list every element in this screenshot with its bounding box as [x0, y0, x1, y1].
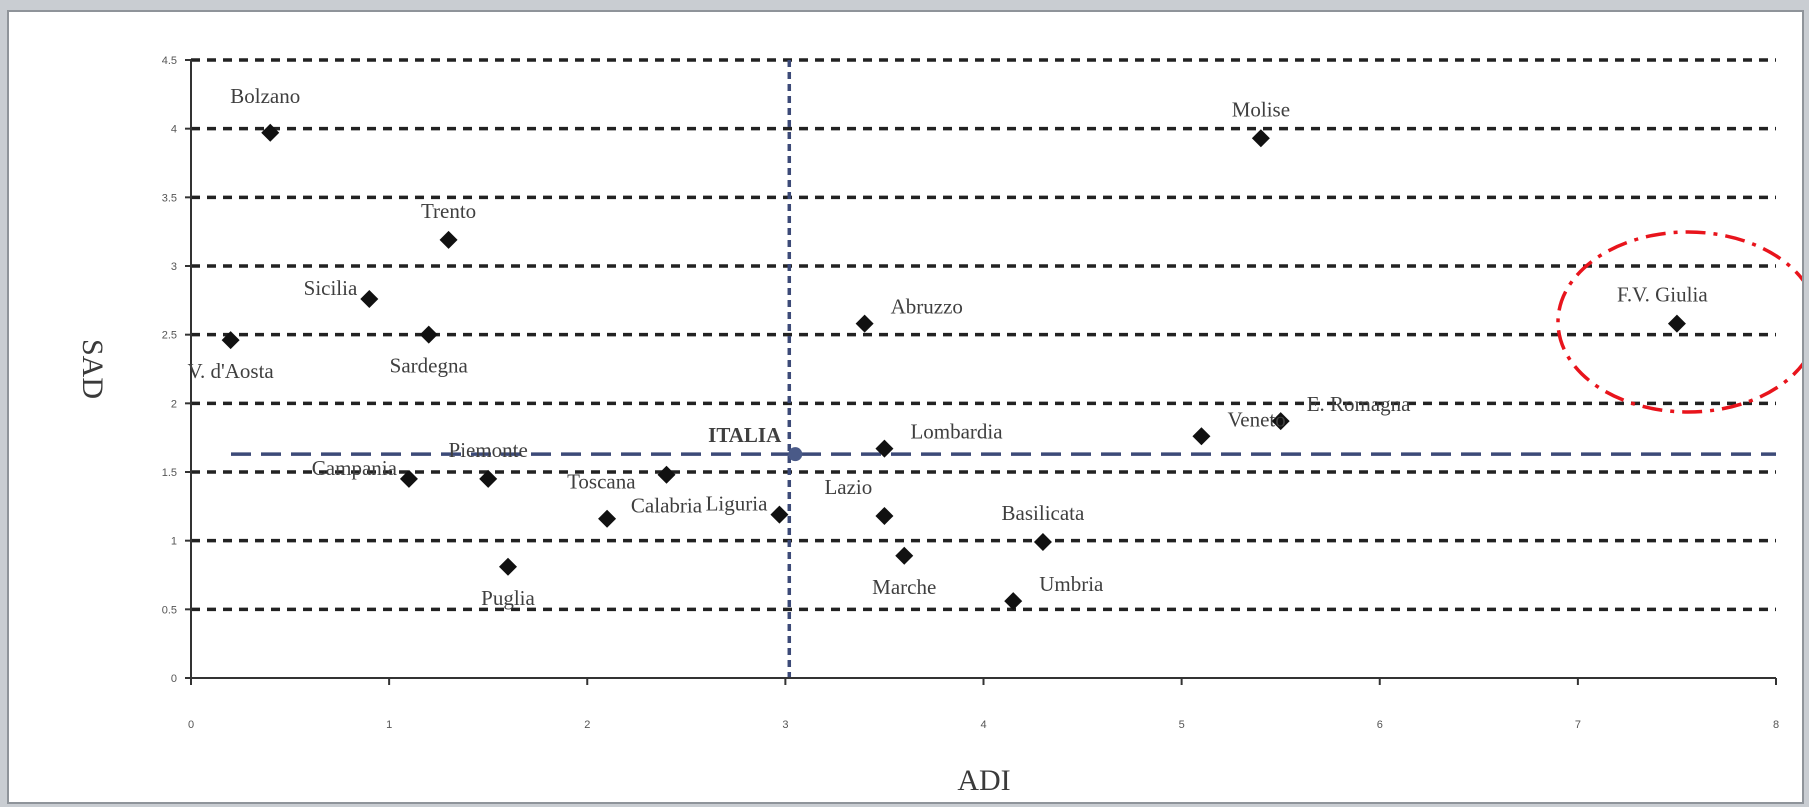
x-tick-label: 4: [980, 719, 986, 731]
point-label: Marche: [872, 575, 936, 599]
italia-label: ITALIA: [708, 423, 782, 447]
x-tick-label: 0: [188, 719, 194, 731]
x-tick-label: 1: [386, 719, 392, 731]
y-tick-label: 1: [171, 536, 177, 548]
data-point: [1004, 592, 1023, 611]
point-label: Campania: [312, 456, 398, 480]
x-tick-label: 8: [1773, 719, 1779, 731]
highlight-circle: [1556, 230, 1802, 414]
y-tick-label: 0.5: [162, 604, 177, 616]
gridlines: [191, 58, 1776, 612]
data-points: [221, 123, 1686, 611]
data-point: [1271, 412, 1290, 431]
data-point: [399, 469, 418, 488]
x-tick-label: 5: [1179, 719, 1185, 731]
point-label: Liguria: [706, 492, 768, 516]
point-label: Abruzzo: [891, 295, 963, 319]
x-axis-label: ADI: [957, 764, 1010, 797]
point-label: Umbria: [1039, 572, 1104, 596]
point-labels: Bolzano Molise Trento Sicilia V. d'Aosta Sard…: [188, 84, 1709, 610]
point-label: Toscana: [567, 470, 636, 494]
point-label: Bolzano: [230, 84, 300, 108]
y-tick-label: 2.5: [162, 330, 177, 342]
x-tick-label: 2: [584, 719, 590, 731]
y-tick-label: 4.5: [162, 55, 177, 67]
x-tick-label: 3: [782, 719, 788, 731]
data-point: [261, 123, 280, 142]
point-label: Trento: [421, 199, 476, 223]
italia-marker: [788, 447, 803, 462]
point-label: Sicilia: [304, 276, 358, 300]
point-label: Sardegna: [390, 354, 469, 378]
italia-reference-lines: ITALIA: [231, 60, 1776, 678]
data-point: [875, 439, 894, 458]
data-point: [598, 509, 617, 528]
point-label: F.V. Giulia: [1617, 283, 1708, 307]
data-point: [1192, 427, 1211, 446]
point-label: Puglia: [481, 586, 535, 610]
y-tick-label: 3: [171, 261, 177, 273]
data-point: [657, 465, 676, 484]
y-tick-label: 2: [171, 398, 177, 410]
point-label: Veneto: [1227, 407, 1285, 431]
y-tick-label: 0: [171, 673, 177, 685]
x-tick-label: 7: [1575, 719, 1581, 731]
point-label: Basilicata: [1002, 501, 1085, 525]
x-tick-label: 6: [1377, 719, 1383, 731]
chart-frame: ITALIA 0 0.5 1 1.5 2 2.5 3 3.5 4 4.5 0 1 2 3 4 5 6 7 8 Bol…: [7, 10, 1804, 804]
scatter-plot: ITALIA 0 0.5 1 1.5 2 2.5 3 3.5 4 4.5 0 1 2 3 4 5 6 7 8 Bol…: [76, 55, 1802, 797]
data-point: [499, 557, 517, 576]
y-tick-label: 3.5: [162, 192, 177, 204]
y-axis-label: SAD: [76, 339, 109, 399]
point-label: Calabria: [631, 494, 703, 518]
point-label: Piemonte: [449, 438, 528, 462]
y-tick-label: 1.5: [162, 467, 177, 479]
axis-ticks: 0 0.5 1 1.5 2 2.5 3 3.5 4 4.5 0 1 2 3 4 5 6 7 8: [162, 55, 1779, 731]
point-label: V. d'Aosta: [188, 359, 275, 383]
data-point: [1251, 129, 1270, 148]
data-point: [895, 546, 914, 565]
data-point: [221, 331, 240, 350]
data-point: [1033, 533, 1052, 552]
data-point: [479, 469, 498, 488]
data-point: [875, 506, 894, 525]
y-tick-label: 4: [171, 124, 177, 136]
point-label: Lazio: [824, 475, 872, 499]
data-point: [439, 230, 458, 249]
point-label: Lombardia: [910, 420, 1003, 444]
data-point: [1667, 314, 1686, 333]
point-label: E. Romagna: [1307, 392, 1411, 416]
data-point: [360, 289, 379, 308]
data-point: [419, 325, 438, 344]
data-point: [855, 314, 874, 333]
point-label: Molise: [1232, 97, 1290, 121]
data-point: [770, 505, 789, 524]
